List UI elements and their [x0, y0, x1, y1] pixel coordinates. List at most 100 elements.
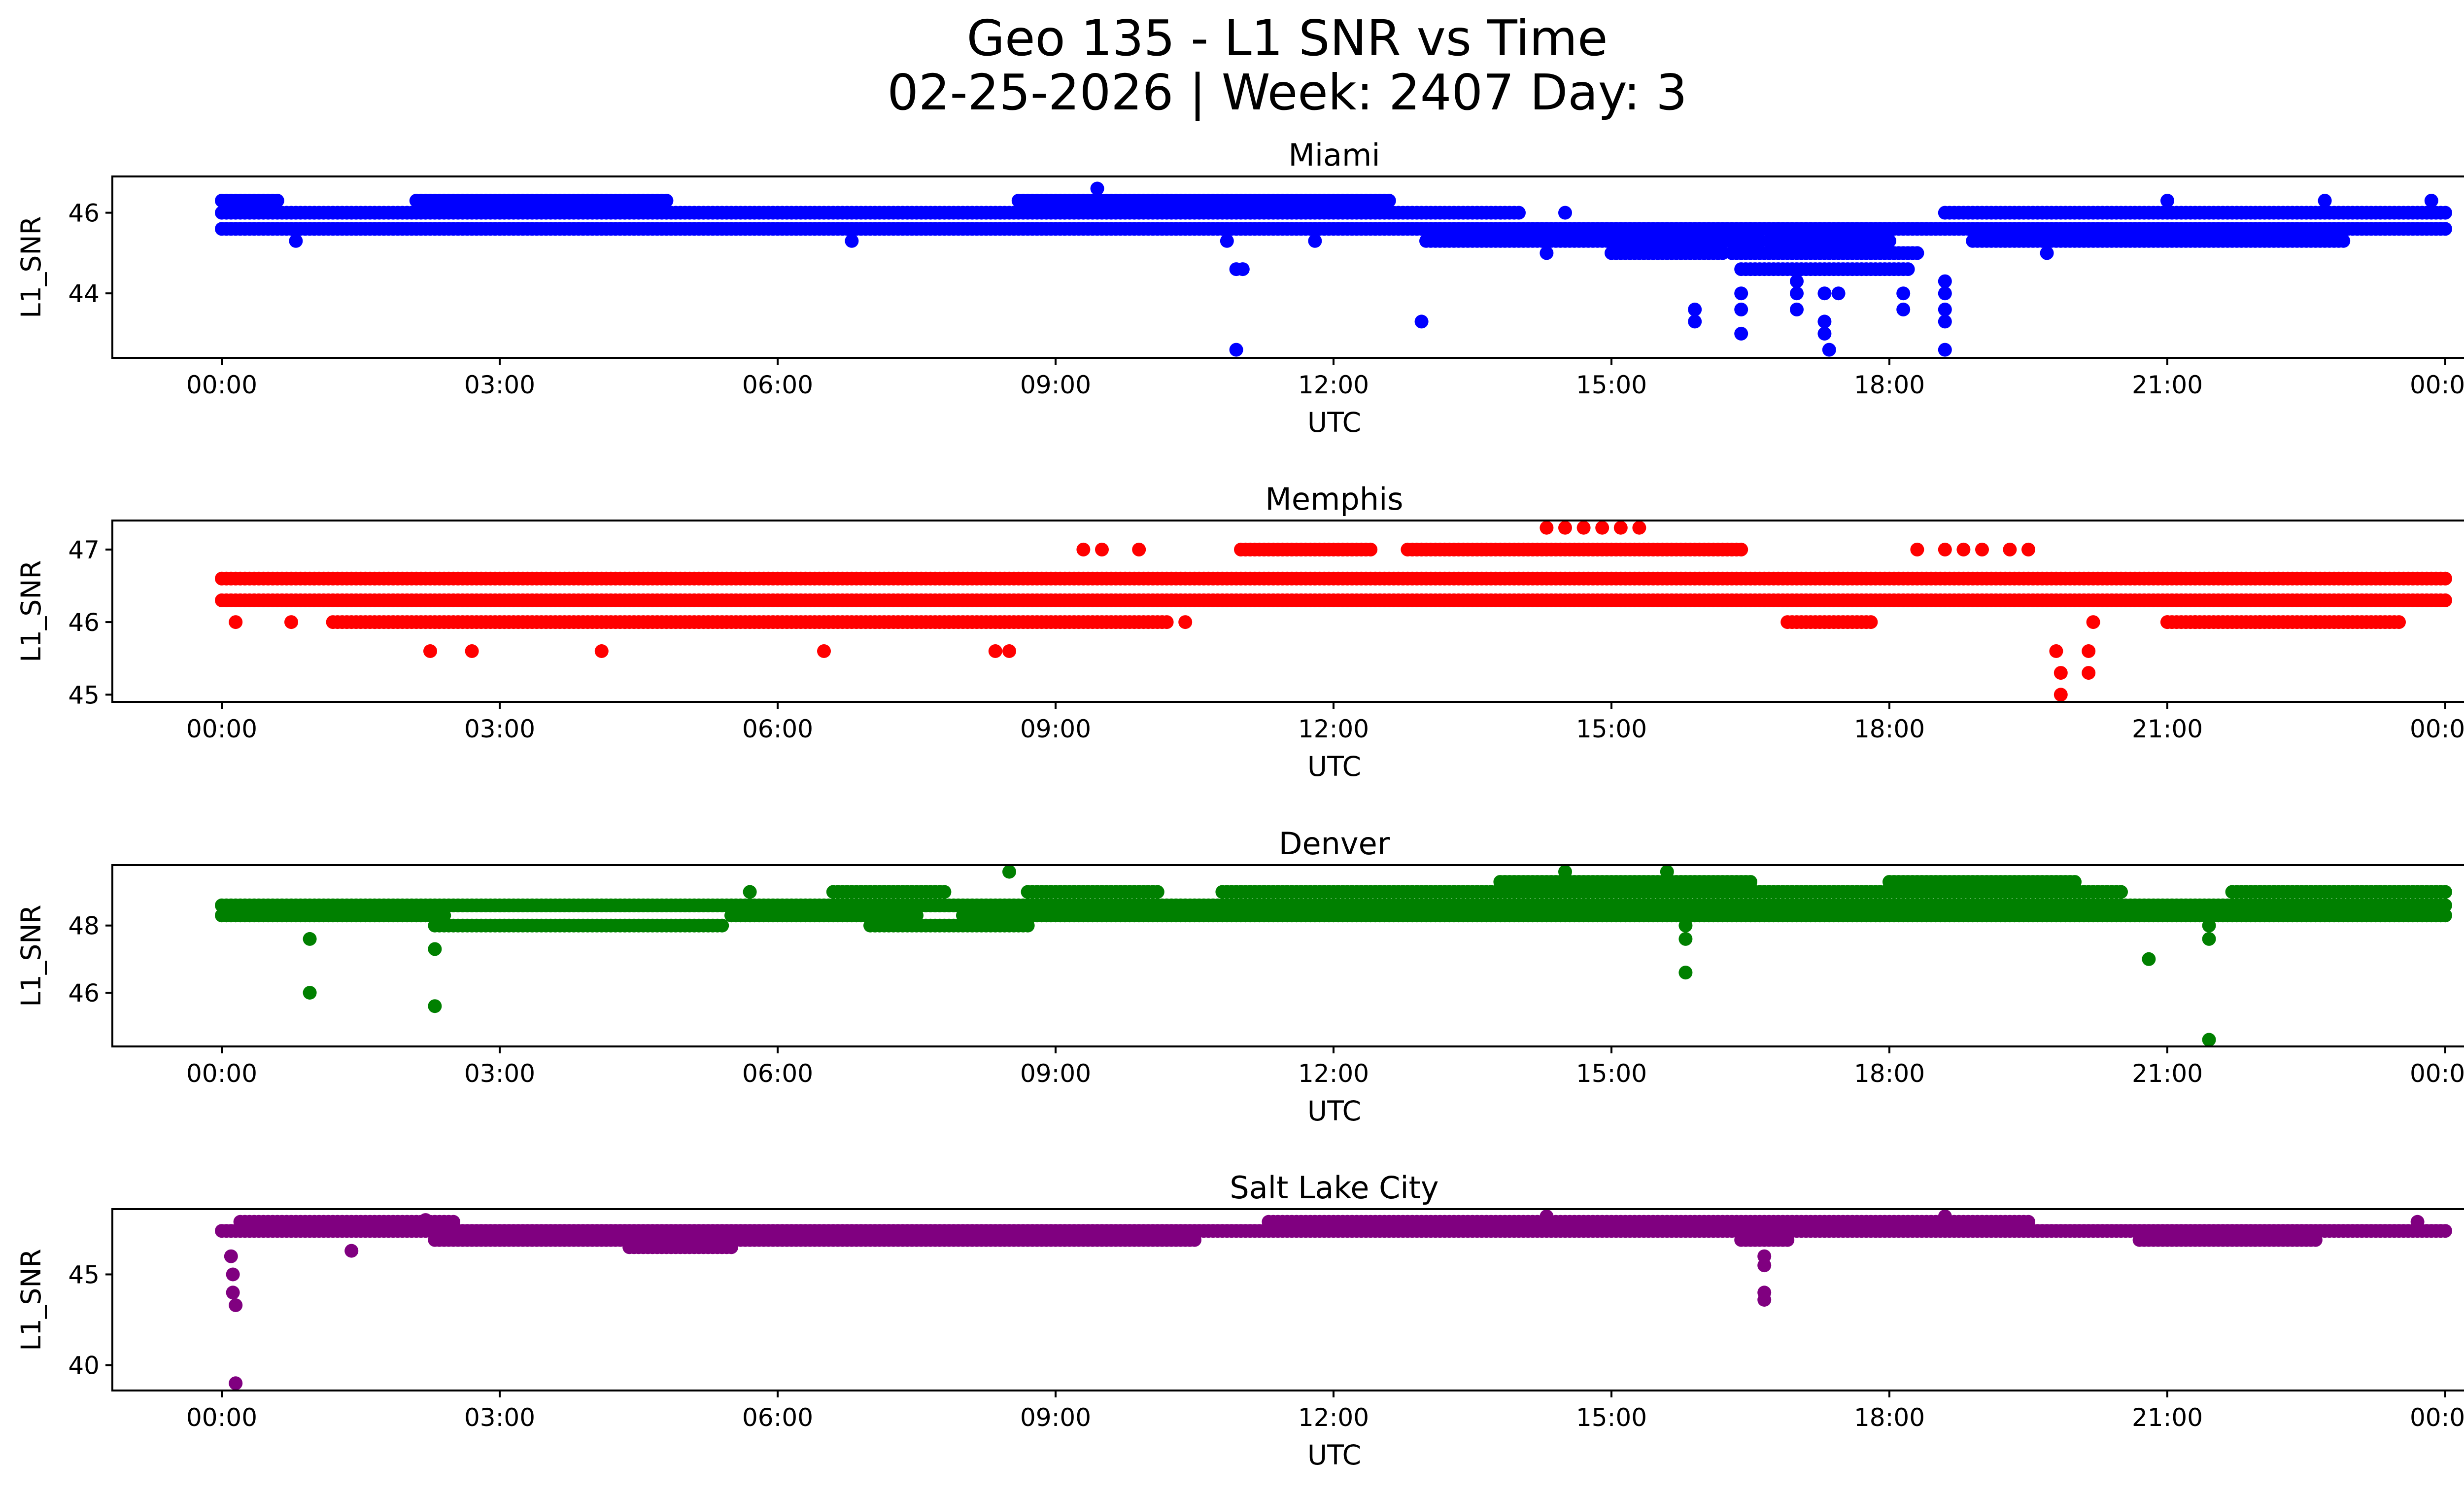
- data-point: [2438, 885, 2452, 899]
- data-point: [1938, 343, 1952, 357]
- data-point: [1558, 865, 1572, 879]
- data-point: [2253, 615, 2267, 629]
- y-tick-label: 45: [68, 681, 100, 709]
- panel-title: Miami: [1288, 137, 1380, 173]
- data-point: [1678, 966, 1693, 980]
- data-point: [2438, 593, 2452, 607]
- panel-title: Salt Lake City: [1230, 1170, 1438, 1206]
- y-tick-label: 44: [68, 279, 100, 308]
- data-point: [2160, 194, 2174, 208]
- data-point: [1002, 644, 1016, 658]
- panel-title: Denver: [1279, 826, 1390, 862]
- x-tick-label: 00:00: [186, 715, 257, 743]
- data-point: [2114, 885, 2128, 899]
- data-point: [2202, 1033, 2216, 1046]
- data-point: [1790, 302, 1804, 316]
- data-point: [2188, 615, 2202, 629]
- data-point: [1382, 194, 1396, 208]
- data-point: [988, 644, 1002, 658]
- data-point: [2202, 918, 2216, 933]
- data-point: [1229, 343, 1243, 357]
- x-tick-label: 09:00: [1020, 1059, 1091, 1088]
- data-point: [2318, 194, 2332, 208]
- data-point: [2438, 1224, 2452, 1238]
- data-point: [284, 615, 298, 629]
- data-point: [1688, 314, 1702, 329]
- x-tick-label: 06:00: [742, 371, 813, 399]
- x-tick-label: 18:00: [1854, 371, 1925, 399]
- data-point: [2021, 542, 2035, 556]
- data-point: [1160, 615, 1174, 629]
- x-axis-label: UTC: [1307, 1095, 1361, 1127]
- y-tick-label: 47: [68, 536, 100, 564]
- data-point: [446, 1215, 460, 1229]
- data-point: [1095, 542, 1109, 556]
- data-point: [1414, 314, 1429, 329]
- data-point: [1938, 274, 1952, 288]
- data-point: [2068, 875, 2082, 889]
- data-point: [594, 644, 609, 658]
- data-point: [1771, 222, 1785, 236]
- data-point: [2082, 666, 2096, 680]
- data-point: [2053, 666, 2068, 680]
- x-tick-label: 15:00: [1576, 1059, 1647, 1088]
- data-point: [1235, 262, 1250, 277]
- y-axis-label: L1_SNR: [15, 216, 47, 318]
- x-tick-label: 00:00: [2410, 715, 2464, 743]
- data-point: [1678, 918, 1693, 933]
- data-point: [1540, 521, 1554, 535]
- x-tick-label: 06:00: [742, 715, 813, 743]
- data-point: [1090, 181, 1104, 196]
- x-tick-label: 03:00: [464, 715, 535, 743]
- panel-1: Miami 00:00 03:00 06:00 09:00 12:00 15:00 18:00…: [15, 137, 2464, 438]
- data-point: [1734, 286, 1748, 301]
- data-point: [1540, 246, 1554, 260]
- x-tick-label: 00:00: [2410, 1059, 2464, 1088]
- chart-subtitle: 02-25-2026 | Week: 2407 Day: 3: [887, 64, 1687, 121]
- data-point: [1910, 542, 1924, 556]
- data-point: [2202, 932, 2216, 946]
- x-tick-label: 21:00: [2132, 1059, 2203, 1088]
- data-point: [1831, 286, 1846, 301]
- data-point: [1595, 521, 1609, 535]
- data-point: [229, 615, 243, 629]
- data-point: [2438, 898, 2452, 912]
- data-point: [1744, 875, 1757, 889]
- x-tick-label: 03:00: [464, 371, 535, 399]
- data-point: [2003, 542, 2017, 556]
- x-tick-label: 21:00: [2132, 371, 2203, 399]
- data-point: [845, 234, 859, 248]
- data-point: [1660, 865, 1674, 879]
- data-point: [1678, 932, 1693, 946]
- data-point: [2142, 952, 2156, 966]
- x-tick-label: 09:00: [1020, 371, 1091, 399]
- series-points: [215, 521, 2452, 702]
- data-point: [1938, 314, 1952, 329]
- panels-group: Miami 00:00 03:00 06:00 09:00 12:00 15:00 18:00…: [15, 137, 2464, 1471]
- data-point: [1002, 865, 1016, 879]
- x-tick-label: 12:00: [1298, 1059, 1369, 1088]
- data-point: [2040, 246, 2054, 260]
- data-point: [2160, 615, 2174, 629]
- data-point: [1308, 234, 1322, 248]
- y-axis-label: L1_SNR: [15, 560, 47, 662]
- data-point: [1132, 542, 1146, 556]
- data-point: [428, 942, 442, 956]
- data-point: [1938, 542, 1952, 556]
- data-point: [423, 644, 437, 658]
- data-point: [303, 986, 317, 1000]
- x-tick-label: 15:00: [1576, 371, 1647, 399]
- series-points: [215, 1209, 2452, 1391]
- x-tick-label: 12:00: [1298, 371, 1369, 399]
- data-point: [2438, 222, 2452, 236]
- y-tick-label: 48: [68, 912, 100, 940]
- x-tick-label: 18:00: [1854, 715, 1925, 743]
- data-point: [2336, 234, 2351, 248]
- x-tick-label: 00:00: [2410, 371, 2464, 399]
- data-point: [1901, 262, 1915, 277]
- data-point: [428, 999, 442, 1013]
- x-tick-label: 09:00: [1020, 715, 1091, 743]
